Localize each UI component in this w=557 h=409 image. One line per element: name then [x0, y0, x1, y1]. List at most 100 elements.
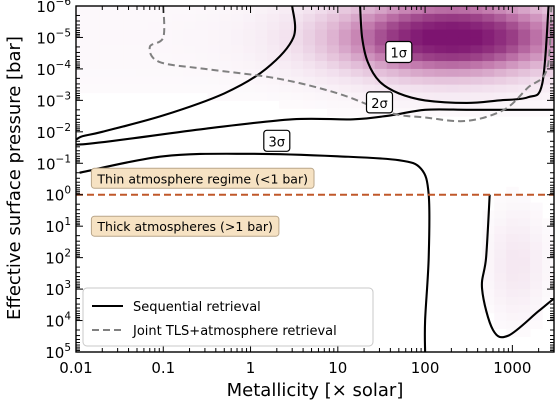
heatmap-cell — [470, 68, 483, 78]
heatmap-cell — [470, 100, 483, 109]
y-tick-label: 100 — [45, 185, 71, 205]
heatmap-cell — [530, 289, 543, 298]
heatmap-cell — [111, 76, 125, 86]
heatmap-cell — [123, 21, 137, 31]
heatmap-cell — [482, 273, 495, 282]
heatmap-cell — [422, 29, 436, 39]
heatmap-cell — [279, 37, 292, 46]
heatmap-cell — [219, 37, 232, 46]
heatmap-cell — [195, 21, 209, 31]
heatmap-cell — [506, 202, 519, 212]
heatmap-cell — [398, 68, 412, 78]
heatmap-cell — [315, 61, 328, 70]
heatmap-cell — [494, 226, 507, 235]
heatmap-cell — [291, 6, 304, 15]
heatmap-cell — [506, 84, 519, 94]
heatmap-cell — [159, 29, 173, 39]
heatmap-cell — [207, 13, 220, 23]
heatmap-cell — [482, 281, 495, 290]
joint-tls-atmosphere-contour — [148, 6, 553, 123]
heatmap-cell — [111, 53, 125, 62]
heatmap-cell — [255, 29, 268, 39]
heatmap-cell — [123, 13, 137, 23]
heatmap-cell — [398, 76, 412, 86]
heatmap-cell — [506, 210, 519, 219]
heatmap-cell — [123, 29, 137, 39]
heatmap-cell — [99, 29, 113, 39]
heatmap-cell — [362, 13, 376, 23]
heatmap-cell — [410, 84, 424, 94]
heatmap-cell — [123, 45, 137, 54]
heatmap-cell — [470, 108, 483, 117]
heatmap-cell — [542, 100, 554, 109]
heatmap-cell — [518, 226, 531, 235]
heatmap-cell — [374, 37, 388, 46]
heatmap-cell — [291, 68, 304, 78]
heatmap-cell — [183, 84, 197, 94]
heatmap-cell — [530, 45, 543, 54]
heatmap-cell — [518, 6, 531, 15]
heatmap-cell — [195, 6, 209, 15]
heatmap-cell — [326, 13, 340, 23]
heatmap-cell — [518, 312, 531, 322]
heatmap-cell — [207, 76, 220, 86]
heatmap-cell — [219, 84, 232, 94]
heatmap-cell — [303, 6, 316, 15]
heatmap-cell — [147, 29, 161, 39]
heatmap-cell — [530, 68, 543, 78]
heatmap-cell — [135, 37, 149, 46]
heatmap-cell — [506, 312, 519, 322]
heatmap-cell — [410, 76, 424, 86]
heatmap-cell — [494, 241, 507, 251]
heatmap-cell — [338, 68, 352, 78]
heatmap-cell — [87, 68, 101, 78]
heatmap-cell — [183, 37, 197, 46]
heatmap-cell — [350, 68, 364, 78]
heatmap-cell — [434, 76, 448, 86]
heatmap-cell — [267, 53, 280, 62]
axis-ticks: 0.01 0.1 1 10 100 1000 10−6 10−5 10−4 10−3 10−2 10−… — [36, 0, 554, 377]
legend-entry-label: Sequential retrieval — [133, 300, 261, 315]
heatmap-cell — [398, 84, 412, 94]
heatmap-cell — [506, 76, 519, 86]
heatmap-cell — [470, 37, 483, 46]
heatmap-cell — [494, 218, 507, 227]
heatmap-cell — [350, 108, 364, 117]
plot-frame — [75, 5, 555, 353]
heatmap-cell — [303, 13, 316, 23]
heatmap-cell — [255, 6, 268, 15]
heatmap-cell — [518, 234, 531, 243]
heatmap-cell — [434, 45, 448, 54]
heatmap-cell — [446, 76, 459, 86]
heatmap-cell — [231, 6, 244, 15]
heatmap-cell — [279, 92, 292, 101]
heatmap-cell — [530, 281, 543, 290]
heatmap-cell — [494, 304, 507, 314]
heatmap-cell — [279, 84, 292, 94]
heatmap-cell — [494, 68, 507, 78]
heatmap-cell — [386, 108, 400, 117]
heatmap-cell — [446, 21, 459, 31]
heatmap-cell — [338, 100, 352, 109]
heatmap-cell — [255, 92, 268, 101]
heatmap-cell — [494, 281, 507, 290]
heatmap-cell — [135, 29, 149, 39]
heatmap-cell — [434, 68, 448, 78]
heatmap-cell — [219, 61, 232, 70]
heatmap-cell — [530, 6, 543, 15]
heatmap-cell — [291, 21, 304, 31]
heatmap-cell — [494, 273, 507, 282]
heatmap-cell — [219, 92, 232, 101]
heatmap-cell — [362, 6, 376, 15]
sequential-1sigma-contour — [359, 6, 550, 104]
heatmap-cell — [76, 53, 89, 62]
heatmap-cell — [398, 6, 412, 15]
heatmap-cell — [111, 84, 125, 94]
heatmap-cell — [195, 37, 209, 46]
heatmap-cell — [326, 68, 340, 78]
heatmap-cell — [422, 76, 436, 86]
heatmap-cell — [195, 13, 209, 23]
heatmap-cell — [386, 68, 400, 78]
sequential-2sigma-label: 2σ — [371, 97, 388, 112]
